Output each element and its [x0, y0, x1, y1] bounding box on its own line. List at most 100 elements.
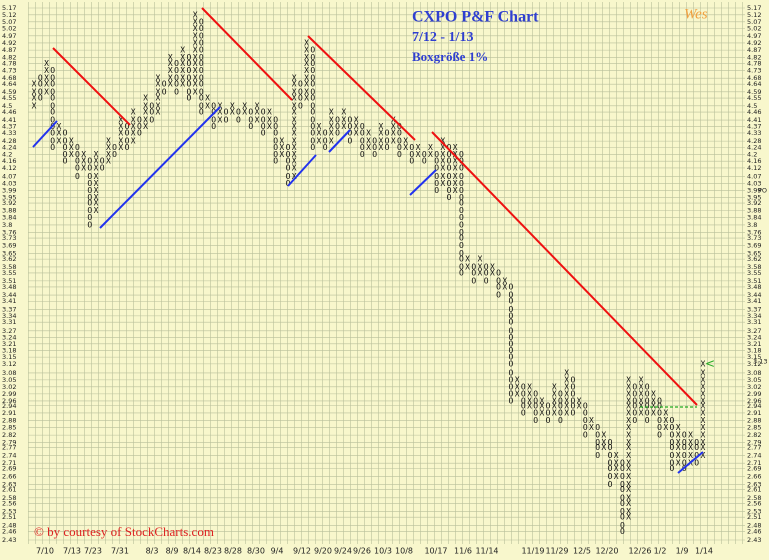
box: O [385, 128, 390, 137]
x-tick-label: 7/23 [84, 547, 102, 556]
box: O [471, 276, 476, 285]
box: O [75, 172, 80, 181]
y-tick-label: 3.51 [2, 277, 16, 285]
price-objective-label: PO [758, 187, 767, 195]
box: O [310, 122, 315, 131]
box: O [372, 137, 377, 146]
box: O [509, 396, 514, 405]
y-tick-label-right: 3.51 [747, 277, 761, 285]
box: X [552, 382, 557, 391]
box: X [255, 108, 260, 117]
box: X [676, 423, 681, 432]
box: O [310, 94, 315, 103]
x-tick-label: 11/14 [475, 547, 498, 556]
box: X [193, 80, 198, 89]
box: O [484, 262, 489, 271]
box: X [329, 137, 334, 146]
column: OOO [149, 101, 154, 124]
box: X [156, 108, 161, 117]
box: X [94, 163, 99, 172]
y-tick-label-right: 3.41 [747, 297, 761, 305]
box: X [168, 59, 173, 68]
box: O [75, 150, 80, 159]
box: O [670, 464, 675, 473]
y-tick-label: 4.82 [2, 53, 16, 61]
box: O [632, 416, 637, 425]
column: OOO [484, 262, 489, 285]
box: X [118, 137, 123, 146]
box: O [50, 87, 55, 96]
box: X [180, 53, 185, 62]
box: X [242, 108, 247, 117]
y-tick-label: 3.34 [2, 312, 16, 320]
box: O [459, 234, 464, 243]
y-tick-label: 2.46 [2, 527, 16, 535]
box: O [248, 108, 253, 117]
box: O [261, 122, 266, 131]
box: X [651, 408, 656, 417]
box: O [298, 80, 303, 89]
column: XX [416, 143, 421, 159]
box: X [626, 438, 631, 447]
box: O [608, 438, 613, 447]
y-tick-label: 4.5 [2, 102, 12, 110]
box: O [360, 150, 365, 159]
box: O [310, 108, 315, 117]
y-tick-label-right: 4.37 [747, 122, 761, 130]
box: X [601, 438, 606, 447]
box: O [509, 333, 514, 342]
y-tick-label-right: 3.08 [747, 369, 761, 377]
y-tick-label: 3.65 [2, 249, 16, 257]
box: O [533, 416, 538, 425]
box: O [112, 150, 117, 159]
box: O [286, 143, 291, 152]
box: X [94, 193, 99, 202]
box: O [608, 443, 613, 452]
box: X [143, 122, 148, 131]
resistance-line [201, 7, 293, 101]
box: X [453, 163, 458, 172]
x-tick-label: 11/19 [521, 547, 544, 556]
box: X [304, 74, 309, 83]
box: X [168, 74, 173, 83]
box: O [620, 485, 625, 494]
box: X [81, 157, 86, 166]
y-tick-label-right: 2.77 [747, 444, 761, 452]
box: X [564, 401, 569, 410]
y-tick-label: 2.69 [2, 464, 16, 472]
column: XXX [217, 101, 222, 124]
box: X [490, 268, 495, 277]
box: X [527, 382, 532, 391]
box: X [700, 443, 705, 452]
box: X [304, 80, 309, 89]
box: O [137, 122, 142, 131]
box: X [304, 53, 309, 62]
column: XXX [515, 375, 520, 398]
y-tick-label: 5.17 [2, 4, 16, 12]
box: X [193, 87, 198, 96]
box: O [645, 382, 650, 391]
box: X [193, 10, 198, 19]
box: O [620, 513, 625, 522]
box: X [304, 46, 309, 55]
box: O [570, 401, 575, 410]
box: O [447, 186, 452, 195]
box: X [626, 401, 631, 410]
box: O [608, 459, 613, 468]
box: O [459, 255, 464, 264]
y-tick-label: 2.63 [2, 480, 16, 488]
box: O [310, 59, 315, 68]
box: O [509, 368, 514, 377]
box: X [329, 128, 334, 137]
y-tick-label-right: 4.16 [747, 157, 761, 165]
box: O [570, 389, 575, 398]
y-tick-label: 2.43 [2, 536, 16, 544]
y-tick-label: 3.02 [2, 383, 16, 391]
